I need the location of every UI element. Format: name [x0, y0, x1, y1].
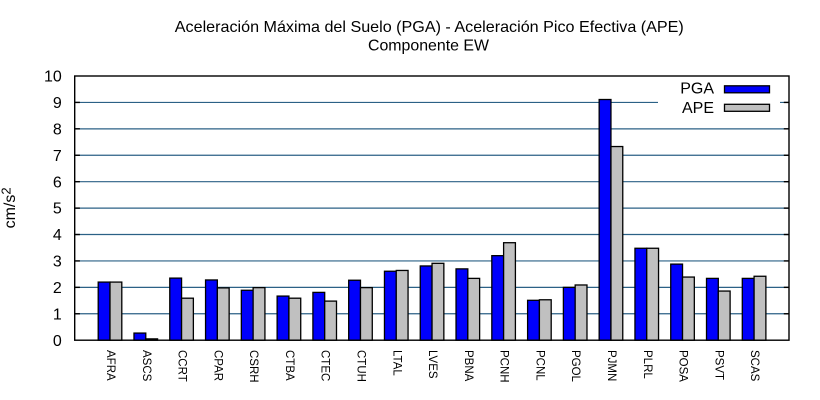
svg-text:CPAR: CPAR	[211, 350, 223, 381]
svg-text:SCAS: SCAS	[748, 350, 760, 382]
svg-text:cm/s2: cm/s2	[0, 187, 19, 228]
svg-text:APE: APE	[682, 100, 714, 117]
svg-text:ASCS: ASCS	[140, 350, 152, 382]
svg-text:1: 1	[53, 306, 62, 323]
svg-text:2: 2	[53, 280, 62, 297]
svg-text:4: 4	[53, 227, 62, 244]
svg-text:0: 0	[53, 333, 62, 350]
svg-text:CCRT: CCRT	[176, 350, 188, 382]
svg-text:3: 3	[53, 254, 62, 271]
svg-text:CTEC: CTEC	[319, 350, 331, 381]
svg-text:PCNL: PCNL	[533, 350, 545, 381]
svg-text:9: 9	[53, 95, 62, 112]
svg-text:PJMN: PJMN	[605, 350, 617, 381]
svg-text:LTAL: LTAL	[390, 350, 402, 376]
svg-text:PGOL: PGOL	[569, 350, 581, 383]
svg-text:PSVT: PSVT	[712, 350, 724, 380]
svg-text:PLRL: PLRL	[641, 350, 653, 379]
svg-text:Componente EW: Componente EW	[368, 38, 490, 55]
svg-text:CSRH: CSRH	[247, 350, 259, 383]
svg-text:AFRA: AFRA	[104, 350, 116, 381]
svg-text:8: 8	[53, 121, 62, 138]
svg-text:PBNA: PBNA	[462, 350, 474, 382]
svg-text:7: 7	[53, 148, 62, 165]
svg-text:LVES: LVES	[426, 350, 438, 379]
svg-text:CTBA: CTBA	[283, 350, 295, 381]
svg-text:PGA: PGA	[680, 81, 714, 98]
svg-text:10: 10	[44, 69, 62, 86]
svg-text:5: 5	[53, 201, 62, 218]
svg-text:POSA: POSA	[677, 350, 689, 382]
svg-text:Aceleración Máxima del Suelo (: Aceleración Máxima del Suelo (PGA) - Ace…	[175, 19, 684, 36]
svg-text:6: 6	[53, 174, 62, 191]
svg-text:PCNH: PCNH	[498, 350, 510, 383]
svg-text:CTUH: CTUH	[354, 350, 366, 382]
